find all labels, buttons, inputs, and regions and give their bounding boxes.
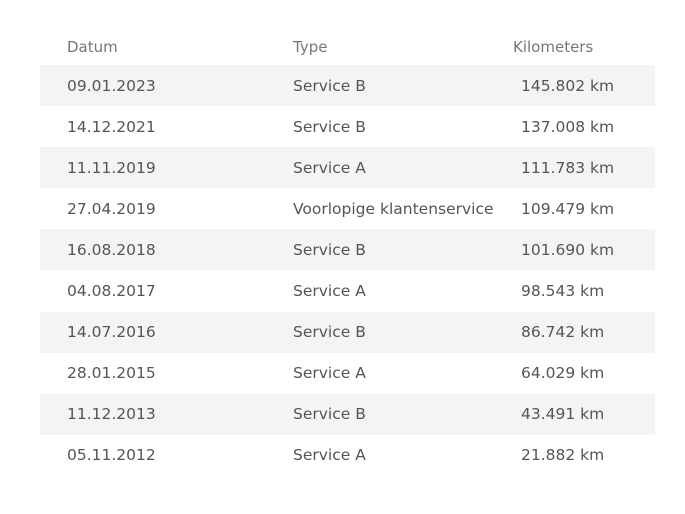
table-row: 27.04.2019 Voorlopige klantenservice 109.4… [40, 188, 655, 229]
cell-date: 14.12.2021 [67, 117, 156, 136]
table-row: 16.08.2018 Service B 101.690 km [40, 229, 655, 271]
cell-date: 28.01.2015 [67, 364, 156, 383]
cell-type: Service B [293, 76, 366, 95]
service-history-table: Datum Type Kilometers 09.01.2023 Service … [40, 20, 655, 476]
cell-date: 11.12.2013 [67, 405, 156, 424]
cell-type: Service B [293, 117, 366, 136]
table-row: 09.01.2023 Service B 145.802 km [40, 65, 655, 107]
header-type: Type [293, 38, 328, 56]
cell-kilometers: 64.029 km [521, 364, 605, 383]
cell-type: Service B [293, 405, 366, 424]
cell-date: 16.08.2018 [67, 240, 156, 259]
cell-type: Service A [293, 158, 366, 177]
table-row: 04.08.2017 Service A 98.543 km [40, 270, 655, 311]
table-row: 11.12.2013 Service B 43.491 km [40, 393, 655, 435]
cell-type: Voorlopige klantenservice [293, 199, 494, 218]
header-datum: Datum [67, 38, 118, 56]
cell-date: 09.01.2023 [67, 76, 156, 95]
cell-type: Service A [293, 364, 366, 383]
cell-kilometers: 111.783 km [521, 158, 615, 177]
cell-date: 14.07.2016 [67, 323, 156, 342]
cell-kilometers: 145.802 km [521, 76, 615, 95]
cell-kilometers: 137.008 km [521, 117, 615, 136]
cell-type: Service B [293, 240, 366, 259]
table-row: 05.11.2012 Service A 21.882 km [40, 435, 655, 476]
table-row: 14.12.2021 Service B 137.008 km [40, 106, 655, 147]
cell-kilometers: 98.543 km [521, 282, 605, 301]
cell-date: 05.11.2012 [67, 446, 156, 465]
cell-date: 04.08.2017 [67, 282, 156, 301]
cell-type: Service A [293, 446, 366, 465]
cell-date: 27.04.2019 [67, 199, 156, 218]
cell-type: Service B [293, 323, 366, 342]
cell-kilometers: 21.882 km [521, 446, 605, 465]
table-row: 28.01.2015 Service A 64.029 km [40, 353, 655, 394]
cell-type: Service A [293, 282, 366, 301]
table-row: 11.11.2019 Service A 111.783 km [40, 147, 655, 189]
header-kilometers: Kilometers [513, 38, 594, 56]
cell-kilometers: 101.690 km [521, 240, 615, 259]
cell-date: 11.11.2019 [67, 158, 156, 177]
cell-kilometers: 109.479 km [521, 199, 615, 218]
table-header: Datum Type Kilometers [40, 20, 655, 65]
cell-kilometers: 43.491 km [521, 405, 605, 424]
table-row: 14.07.2016 Service B 86.742 km [40, 311, 655, 353]
cell-kilometers: 86.742 km [521, 323, 605, 342]
